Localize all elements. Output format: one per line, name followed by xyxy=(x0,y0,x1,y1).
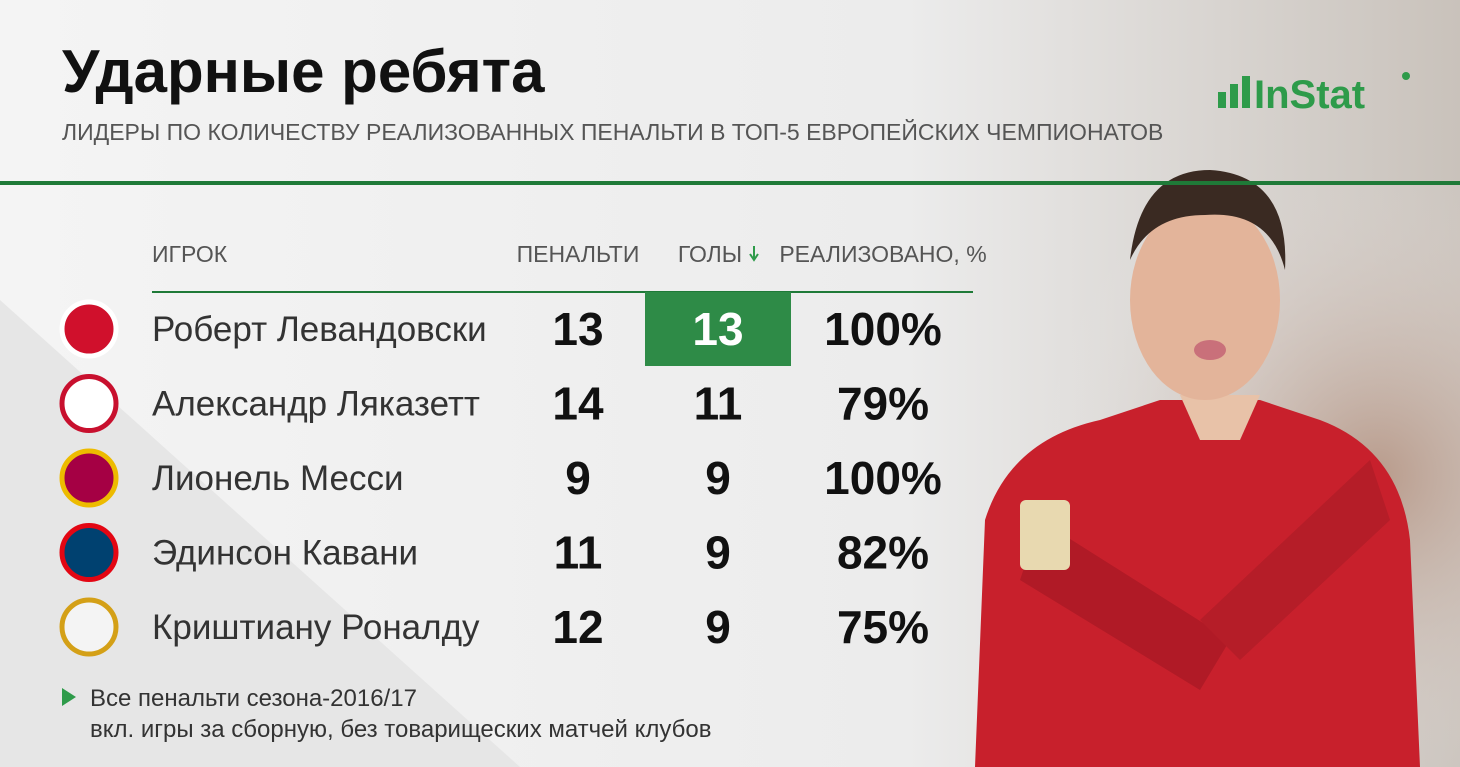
cell-value: 75% xyxy=(837,601,929,653)
cell-value: 100% xyxy=(824,303,942,355)
cell-value: 13 xyxy=(692,303,743,355)
club-logo xyxy=(59,597,119,657)
cell-value: 13 xyxy=(552,303,603,355)
cell-value: 82% xyxy=(837,527,929,579)
player-name: Криштиану Роналду xyxy=(152,608,480,647)
title: Ударные ребята xyxy=(62,38,545,105)
cell-value: 14 xyxy=(552,378,604,430)
subtitle: ЛИДЕРЫ ПО КОЛИЧЕСТВУ РЕАЛИЗОВАННЫХ ПЕНАЛ… xyxy=(62,118,1163,145)
header-rule xyxy=(0,181,1460,185)
cell-value: 9 xyxy=(705,601,731,653)
decor xyxy=(0,300,520,767)
cell-value: 11 xyxy=(554,527,603,579)
table-header: ИГРОК ПЕНАЛЬТИ ГОЛЫ РЕАЛИЗОВАНО, % xyxy=(152,241,987,267)
club-logo xyxy=(59,448,119,508)
column-header: ГОЛЫ xyxy=(678,241,742,267)
cell-value: 9 xyxy=(565,452,591,504)
highlight-cell xyxy=(645,292,791,366)
cell-value: 9 xyxy=(705,452,731,504)
column-header: ПЕНАЛЬТИ xyxy=(517,241,640,267)
club-logo xyxy=(59,299,119,359)
player-name: Эдинсон Кавани xyxy=(152,534,418,573)
logo-text: InStat xyxy=(1254,73,1365,117)
player-name: Александр Ляказетт xyxy=(152,385,480,424)
player-photo xyxy=(975,170,1420,767)
cell-value: 9 xyxy=(705,527,731,579)
player-name: Роберт Левандовски xyxy=(152,310,487,349)
club-logo xyxy=(59,523,119,582)
column-header: ИГРОК xyxy=(152,241,228,267)
cell-value: 12 xyxy=(552,601,603,653)
cell-value: 79% xyxy=(837,378,929,430)
cell-value: 100% xyxy=(824,452,942,504)
logo: InStat xyxy=(1218,72,1410,117)
cell-value: 11 xyxy=(694,378,743,430)
club-logo xyxy=(59,374,119,433)
sort-arrow xyxy=(749,246,759,262)
player-name: Лионель Месси xyxy=(152,459,404,498)
column-header: РЕАЛИЗОВАНО, % xyxy=(779,241,986,267)
bullet xyxy=(62,688,76,706)
table-body: Роберт Левандовски 13 13 100% Александр Ляка… xyxy=(59,299,942,657)
footnote: Все пенальти сезона-2016/17 xyxy=(90,685,417,712)
footnote: вкл. игры за сборную, без товарищеских м… xyxy=(90,716,711,743)
